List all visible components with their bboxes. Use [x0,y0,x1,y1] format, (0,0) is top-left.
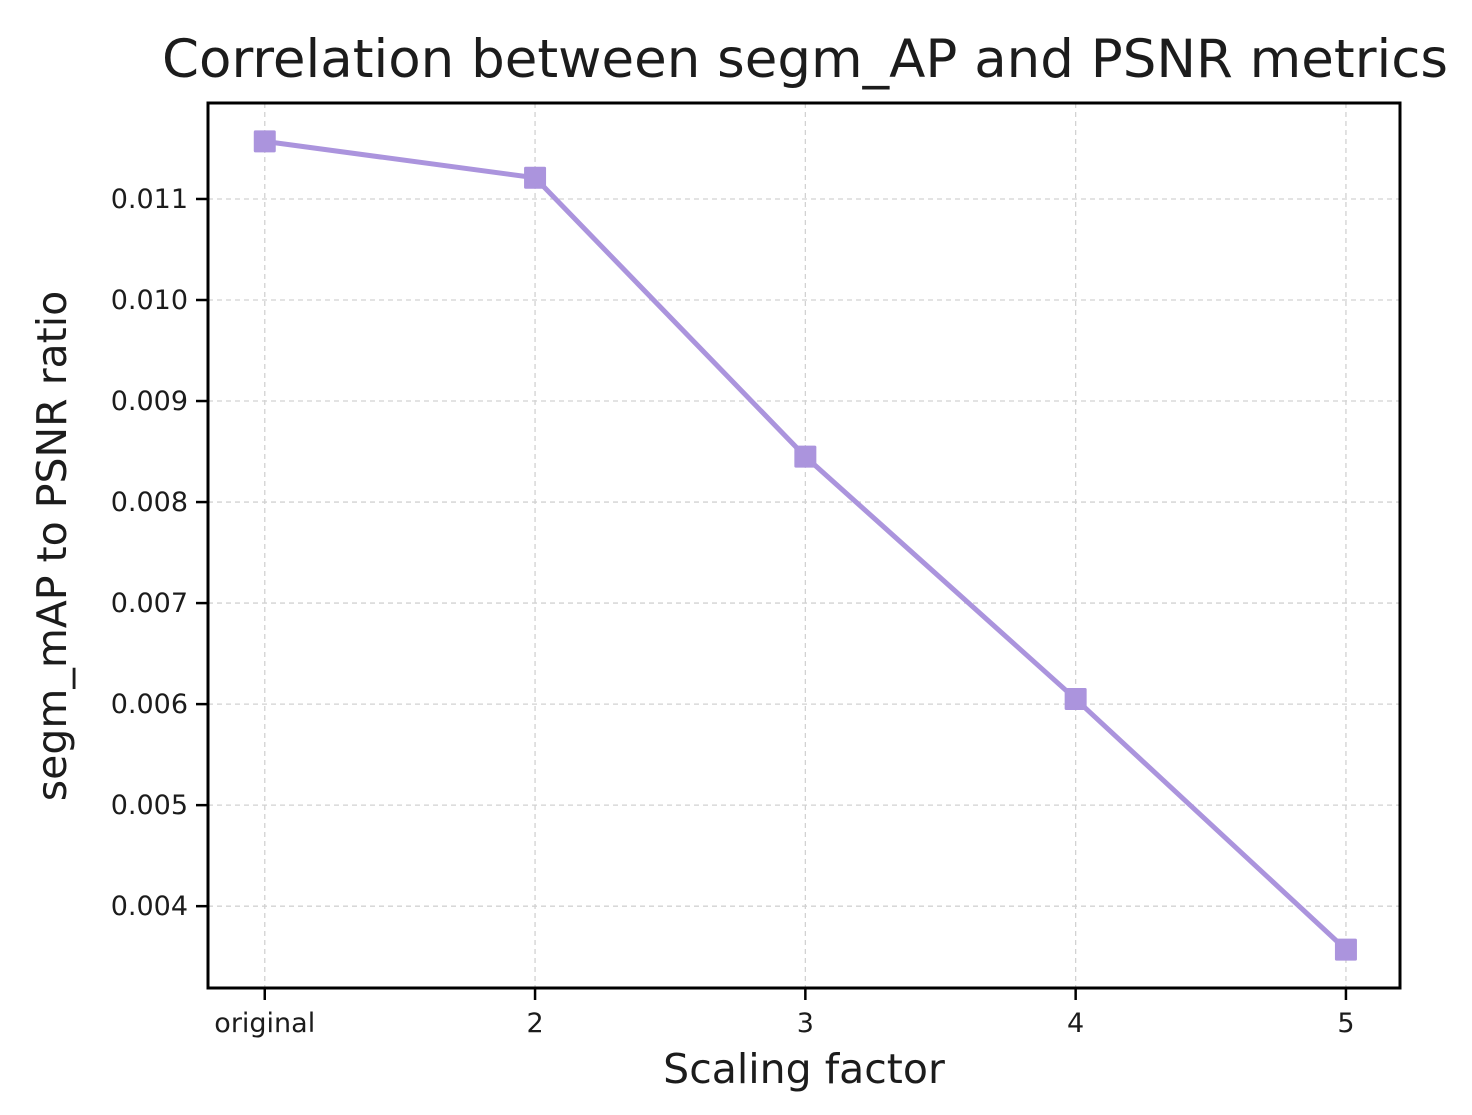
y-tick-label: 0.011 [111,184,188,215]
x-tick-label: original [214,1008,315,1039]
y-tick-label: 0.007 [111,588,188,619]
data-point-marker [1334,938,1357,961]
x-tick-label: 3 [797,1008,814,1039]
data-point-marker [253,130,276,153]
y-tick-label: 0.006 [111,689,188,720]
data-point-marker [524,166,547,189]
data-point-marker [1064,688,1087,711]
chart-title: Correlation between segm_AP and PSNR met… [162,29,1448,90]
y-tick-label: 0.010 [111,285,188,316]
y-tick-label: 0.005 [111,790,188,821]
y-tick-label: 0.008 [111,487,188,518]
x-tick-label: 5 [1337,1008,1354,1039]
y-axis-label: segm_mAP to PSNR ratio [28,290,76,802]
data-point-marker [794,445,817,468]
x-tick-label: 4 [1067,1008,1084,1039]
y-tick-label: 0.004 [111,891,188,922]
y-tick-label: 0.009 [111,386,188,417]
axes-frame [206,101,1402,990]
x-tick-label: 2 [526,1008,543,1039]
x-axis-label: Scaling factor [663,1045,945,1093]
